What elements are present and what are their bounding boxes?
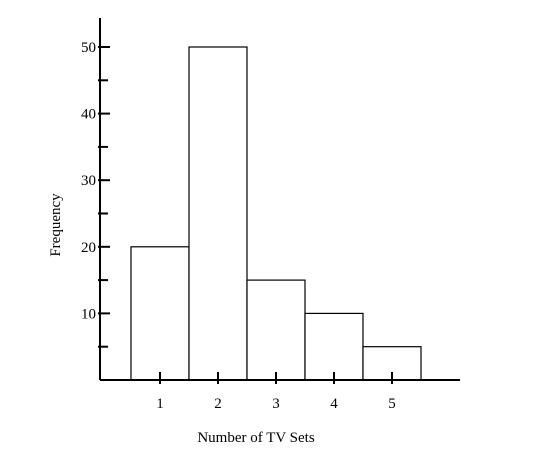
y-axis-label: Frequency (48, 193, 64, 257)
y-tick-label: 10 (81, 306, 96, 322)
y-tick-label: 50 (81, 40, 96, 56)
x-tick-label: 3 (272, 396, 280, 412)
bar-1 (130, 246, 190, 381)
x-tick-label: 4 (330, 396, 338, 412)
x-axis-label: Number of TV Sets (197, 430, 315, 446)
bars-group (130, 46, 422, 381)
y-tick-label: 40 (81, 107, 96, 123)
x-ticks-group: 1 2 3 4 5 (156, 372, 396, 412)
bar-4 (304, 312, 364, 381)
x-tick-label: 5 (388, 396, 396, 412)
bar-2 (188, 46, 248, 381)
y-tick-label: 30 (81, 173, 96, 189)
bar-3 (246, 279, 306, 381)
y-ticks-group: 10 20 30 40 50 (81, 40, 110, 348)
x-tick-label: 2 (214, 396, 222, 412)
x-tick-label: 1 (156, 396, 164, 412)
y-tick-label: 20 (81, 240, 96, 256)
